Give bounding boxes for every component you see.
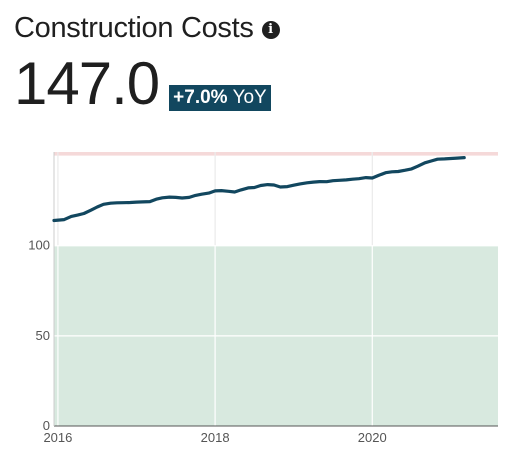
change-percent: +7.0% xyxy=(173,87,228,109)
change-badge: +7.0% YoY xyxy=(169,85,271,111)
title-row: Construction Costs i xyxy=(14,8,514,48)
current-value: 147.0 xyxy=(14,50,160,117)
value-row: 147.0 +7.0% YoY xyxy=(14,52,271,114)
info-icon[interactable]: i xyxy=(261,20,280,39)
y-tick-label: 100 xyxy=(28,238,50,253)
page-title: Construction Costs xyxy=(14,11,254,44)
x-tick-label: 2020 xyxy=(358,430,387,445)
x-tick-label: 2018 xyxy=(201,430,230,445)
upper-band xyxy=(54,152,498,156)
kpi-header: Construction Costs i 147.0 +7.0% YoY xyxy=(14,8,514,118)
x-tick-label: 2016 xyxy=(43,430,72,445)
lower-band xyxy=(54,245,498,426)
series-line xyxy=(52,156,466,223)
y-tick-label: 50 xyxy=(36,328,50,343)
change-suffix: YoY xyxy=(232,87,267,109)
y-tick-label: 0 xyxy=(43,418,50,433)
